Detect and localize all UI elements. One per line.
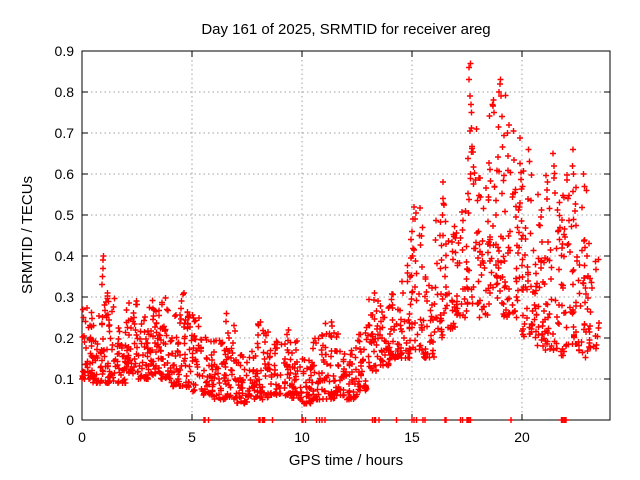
x-tick-label: 0 [78,429,86,445]
y-tick-label: 0 [66,412,74,428]
x-tick-label: 15 [404,429,420,445]
y-tick-label: 0.2 [54,330,74,346]
y-tick-label: 0.3 [54,289,74,305]
x-tick-label: 20 [514,429,530,445]
x-tick-label: 5 [188,429,196,445]
y-tick-label: 0.7 [54,125,74,141]
plot-border [81,50,611,421]
grid-lines [82,51,610,420]
y-tick-label: 0.5 [54,207,74,223]
chart-title: Day 161 of 2025, SRMTID for receiver are… [201,21,491,38]
data-points [79,60,602,423]
y-tick-label: 0.1 [54,371,74,387]
y-tick-label: 0.6 [54,166,74,182]
x-axis-label: GPS time / hours [288,452,404,469]
y-tick-label: 0.8 [54,84,74,100]
y-tick-label: 0.4 [54,248,74,264]
x-tick-label: 10 [294,429,310,445]
y-tick-label: 0.9 [54,43,74,59]
